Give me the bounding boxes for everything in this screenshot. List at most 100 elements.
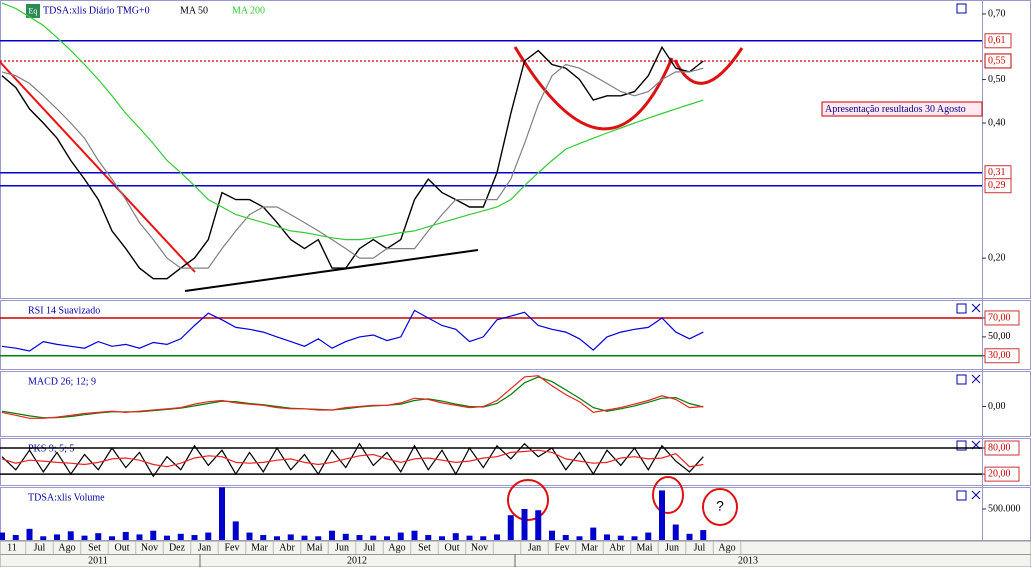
y-tick-label: 0,40 (988, 117, 1006, 128)
panel-title: RSI 14 Suavizado (28, 305, 100, 316)
volume-bar (150, 530, 157, 540)
series-line (1, 375, 704, 419)
volume-bar (122, 531, 129, 540)
volume-bar (191, 535, 198, 540)
volume-bar (535, 510, 542, 540)
year-label: 2013 (738, 555, 758, 566)
x-tick-label: Mai (306, 542, 322, 553)
level-label-box (984, 33, 1012, 49)
trendline (0, 61, 196, 273)
y-tick-label: 30,00 (988, 350, 1011, 361)
volume-bar (549, 530, 555, 540)
x-tick-label: Mar (251, 542, 268, 553)
volume-bar (617, 535, 624, 540)
panel-title: TDSA:xlis Diário TMG+0 (43, 5, 150, 16)
legend-entry: MA 50 (180, 5, 208, 16)
volume-bar (384, 536, 390, 540)
level-label-box (984, 178, 1012, 194)
annotation-box (821, 101, 983, 117)
volume-bar (672, 524, 679, 540)
volume-bar (590, 527, 597, 540)
level-label: 0,29 (988, 180, 1006, 191)
year-label: 2011 (88, 555, 108, 566)
volume-bar (480, 536, 487, 540)
tick-label-box (984, 466, 1020, 482)
volume-bar (507, 515, 514, 540)
panel-title: PKS 9; 5; 5 (28, 443, 74, 454)
volume-bar (81, 535, 88, 540)
eq-icon[interactable] (26, 4, 40, 18)
volume-bar (301, 535, 308, 540)
panel-title: MACD 26; 12; 9 (28, 376, 96, 387)
volume-bar (521, 509, 528, 540)
x-tick-label: Ago (388, 542, 405, 553)
volume-circle (507, 479, 549, 521)
tick-label-box (984, 440, 1020, 456)
volume-bar (356, 535, 363, 540)
x-tick-label: Ago (718, 542, 735, 553)
volume-circle (702, 488, 738, 526)
x-tick-label: Fev (555, 542, 570, 553)
volume-bar (370, 535, 377, 540)
eq-icon-label: Eq (29, 6, 38, 15)
x-tick-label: Dez (169, 542, 186, 553)
volume-bar (40, 536, 47, 540)
series-line (1, 45, 704, 280)
volume-bar (232, 521, 239, 540)
x-tick-label: Mar (581, 542, 598, 553)
x-tick-label: Out (445, 542, 460, 553)
volume-bar (164, 535, 170, 540)
y-tick-label: 0,70 (988, 8, 1006, 19)
series-line (1, 442, 704, 478)
volume-bar (274, 536, 280, 540)
cup-arc (513, 46, 674, 131)
volume-bar (0, 532, 5, 540)
volume-bar (287, 534, 294, 540)
volume-bar (562, 535, 569, 540)
volume-bar (700, 530, 707, 540)
x-tick-label: Jun (335, 542, 349, 553)
y-tick-label: 500.000 (988, 503, 1021, 514)
y-tick-label: 70,00 (988, 312, 1011, 323)
volume-bar (494, 534, 500, 540)
x-tick-label: Jul (694, 542, 706, 553)
x-tick-label: Jan (198, 542, 211, 553)
volume-bar (109, 536, 115, 540)
level-label: 0,61 (988, 35, 1006, 46)
x-tick-label: Abr (279, 542, 295, 553)
volume-bar (315, 536, 322, 540)
volume-bar (219, 487, 225, 540)
y-tick-label: 0,50 (988, 74, 1006, 85)
volume-circle (652, 476, 684, 514)
year-label: 2012 (347, 555, 367, 566)
volume-bar (645, 532, 652, 540)
volume-bar (95, 533, 102, 540)
volume-bar (342, 533, 349, 540)
x-tick-label: Jan (528, 542, 541, 553)
x-tick-label: Jun (665, 542, 679, 553)
series-line (1, 2, 704, 241)
x-tick-label: Fev (225, 542, 240, 553)
volume-bar (205, 532, 212, 540)
volume-bar (260, 535, 267, 540)
x-tick-label: 11 (7, 542, 17, 553)
volume-bar (177, 533, 184, 540)
volume-bar (411, 530, 418, 540)
volume-bar (466, 535, 473, 540)
volume-bar (686, 533, 693, 540)
volume-bar (397, 532, 404, 540)
y-tick-label: 20,00 (988, 468, 1011, 479)
volume-bar (576, 536, 583, 540)
support-line (184, 249, 479, 292)
volume-bar (425, 535, 432, 540)
annotation: Apresentação resultados 30 Agosto (825, 104, 966, 115)
x-tick-label: Jul (364, 542, 376, 553)
series-line (1, 309, 704, 352)
y-tick-label: 0,20 (988, 252, 1006, 263)
x-tick-label: Jul (34, 542, 46, 553)
question-mark: ? (716, 498, 724, 514)
volume-bar (329, 530, 335, 540)
x-tick-label: Out (115, 542, 130, 553)
